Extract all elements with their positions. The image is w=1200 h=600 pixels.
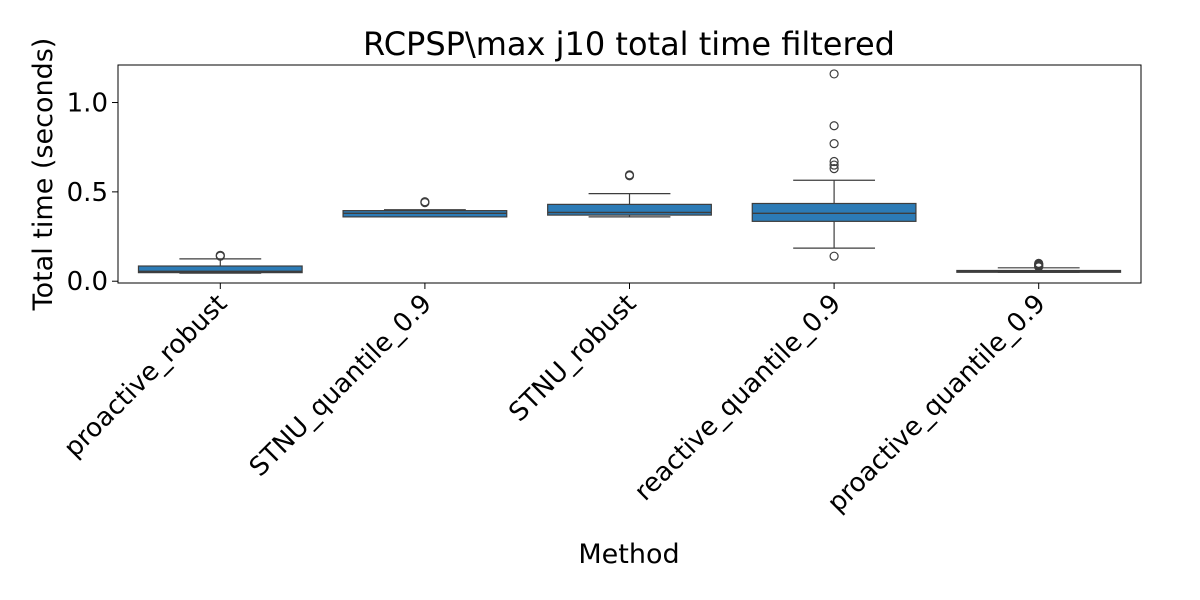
plot-frame <box>117 64 1142 284</box>
box-reactive_quantile_0.9 <box>751 202 917 222</box>
x-tick-label: reactive_quantile_0.9 <box>629 289 847 507</box>
outlier-point <box>829 164 839 174</box>
outlier-point <box>829 160 839 170</box>
outlier-point <box>420 197 430 207</box>
x-tick-label: proactive_robust <box>58 289 233 464</box>
y-axis-label: Total time (seconds) <box>28 38 59 312</box>
outlier-point <box>1034 258 1044 268</box>
y-tick-label: 0.0 <box>67 267 108 297</box>
outlier-point <box>215 250 225 260</box>
box-STNU_robust <box>547 203 712 216</box>
x-tick-label: proactive_quantile_0.9 <box>822 289 1052 519</box>
outlier-point <box>829 251 839 261</box>
outlier-point <box>829 121 839 131</box>
outlier-point <box>829 139 839 149</box>
x-tick-label: STNU_robust <box>503 289 642 428</box>
y-tick-label: 0.5 <box>67 178 108 208</box>
x-axis-label: Method <box>578 539 679 570</box>
y-tick-label: 1.0 <box>67 89 108 119</box>
outlier-point <box>624 170 635 180</box>
chart-title: RCPSP\max j10 total time filtered <box>363 25 895 63</box>
plot-area: 0.0 0.5 1.0 proactive_robust STNU_quantile_0… <box>58 69 1122 519</box>
box-proactive_robust <box>137 265 303 274</box>
x-tick-label: STNU_quantile_0.9 <box>244 289 438 483</box>
outlier-point <box>829 156 839 167</box>
outlier-point <box>829 69 839 79</box>
